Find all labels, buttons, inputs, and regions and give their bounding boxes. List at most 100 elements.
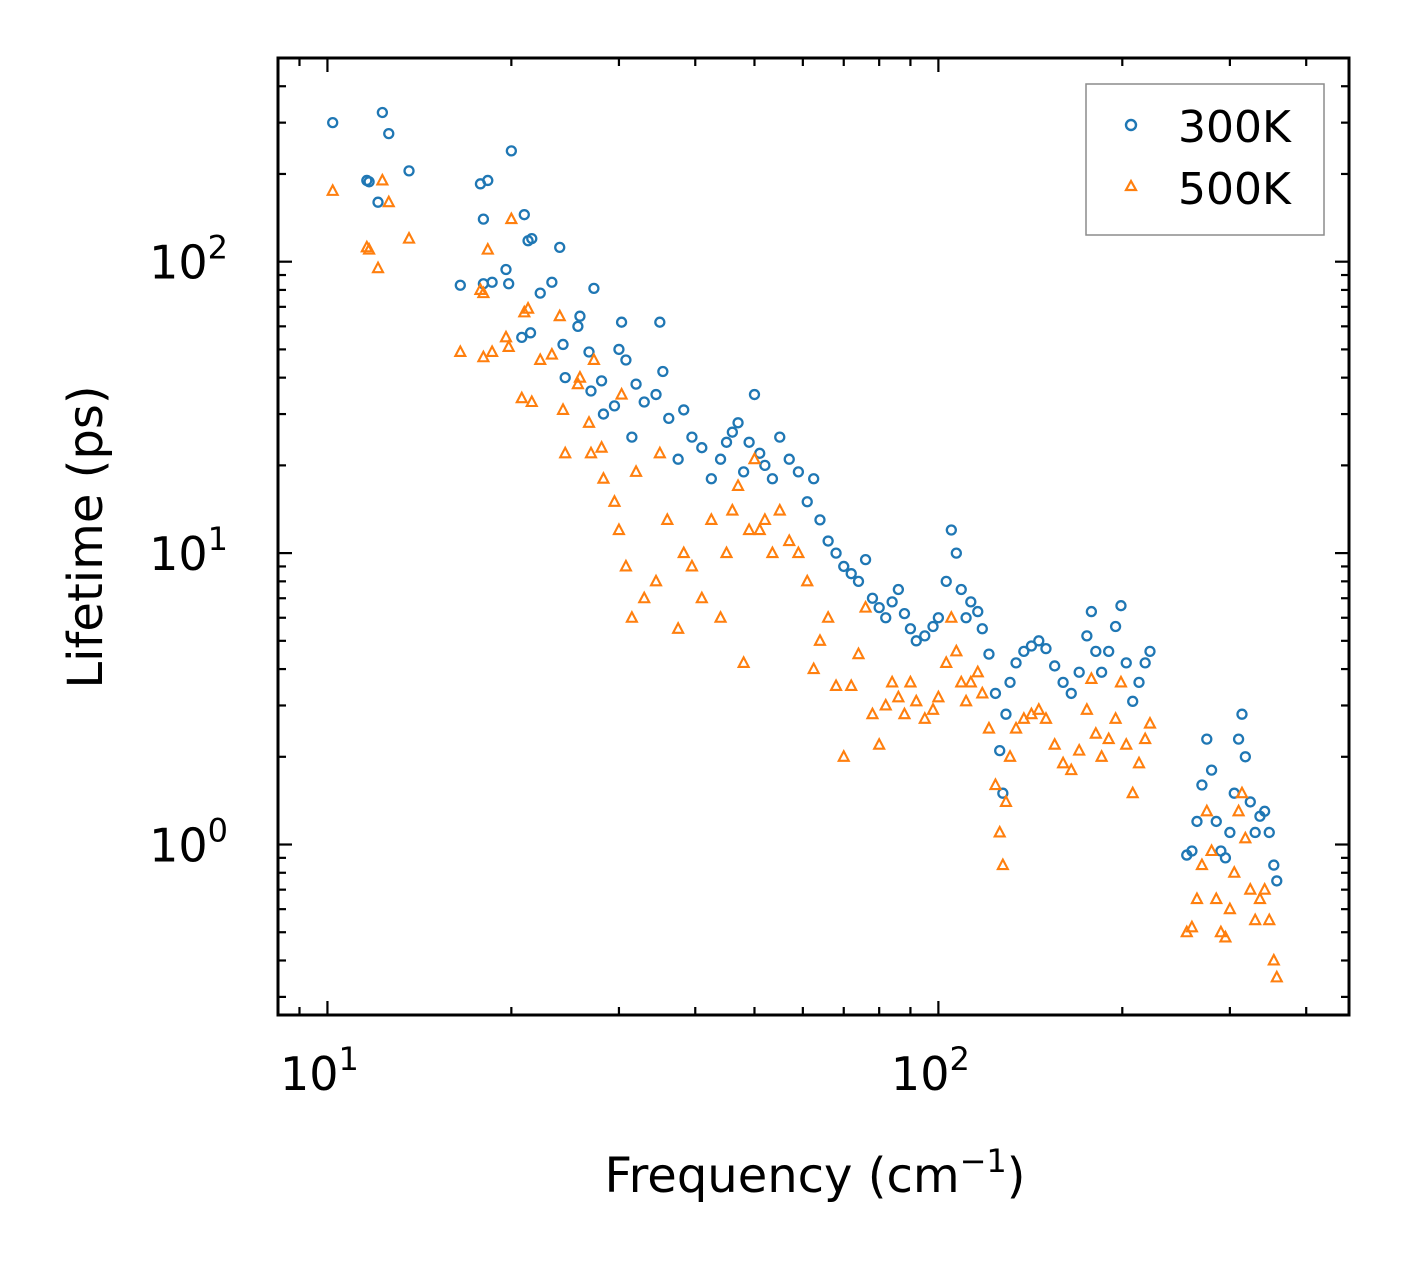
legend: 300K 500K — [1085, 83, 1325, 236]
marker-500k — [525, 394, 539, 408]
marker-300k — [482, 174, 494, 187]
marker-300k — [557, 338, 569, 351]
marker-300k — [477, 213, 490, 225]
marker-500k — [1125, 785, 1140, 799]
marker-300k — [766, 473, 779, 485]
marker-500k — [571, 376, 585, 390]
marker-300k — [945, 524, 957, 536]
marker-500k — [975, 685, 990, 699]
marker-500k — [964, 674, 978, 688]
marker-500k — [504, 211, 519, 225]
marker-500k — [619, 558, 633, 572]
marker-500k — [1056, 755, 1070, 769]
marker-300k — [1201, 733, 1213, 745]
marker-500k — [1190, 891, 1204, 905]
marker-300k — [585, 385, 597, 397]
marker-300k — [1258, 805, 1271, 817]
marker-500k — [909, 693, 924, 707]
marker-500k — [747, 451, 762, 465]
marker-300k — [965, 596, 977, 608]
marker-300k — [1133, 676, 1145, 689]
marker-500k — [629, 464, 643, 477]
marker-300k — [1144, 645, 1156, 658]
marker-300k — [880, 612, 892, 624]
marker-500k — [1119, 736, 1133, 750]
legend-label-300k: 300K — [1178, 102, 1292, 153]
marker-300k — [705, 473, 718, 485]
marker-500k — [607, 494, 622, 507]
marker-500k — [677, 545, 691, 559]
marker-300k — [1004, 676, 1016, 689]
y-tick-label: 101 — [149, 520, 228, 581]
marker-500k — [625, 609, 639, 623]
marker-500k — [476, 285, 491, 299]
marker-300k — [1271, 875, 1283, 887]
marker-300k — [955, 583, 967, 596]
marker-300k — [638, 396, 650, 408]
marker-300k — [654, 316, 666, 328]
marker-500k — [1047, 736, 1062, 750]
marker-300k — [1210, 815, 1222, 828]
marker-300k — [866, 592, 879, 604]
marker-500k — [1101, 731, 1116, 745]
marker-500k — [637, 590, 651, 604]
legend-box — [1085, 83, 1325, 236]
marker-300k — [650, 388, 662, 401]
marker-500k — [1218, 929, 1233, 943]
marker-500k — [713, 609, 728, 623]
marker-500k — [1089, 725, 1103, 739]
marker-500k — [573, 369, 587, 383]
marker-300k — [1232, 733, 1245, 745]
marker-300k — [1219, 852, 1232, 864]
marker-300k — [608, 400, 621, 412]
marker-300k — [376, 106, 389, 119]
plot-frame — [276, 56, 1351, 1017]
marker-300k — [403, 165, 415, 177]
marker-300k — [808, 473, 820, 485]
marker-300k — [726, 426, 738, 438]
marker-500k — [903, 674, 918, 688]
marker-300k — [678, 404, 690, 416]
marker-500k — [1032, 702, 1046, 715]
marker-500k — [1064, 762, 1078, 776]
marker-300k — [363, 176, 375, 188]
marker-300k — [1057, 676, 1069, 689]
marker-500k — [521, 300, 535, 314]
marker-300k — [1033, 635, 1045, 647]
y-tick-label: 100 — [149, 812, 228, 873]
marker-300k — [873, 601, 885, 614]
marker-500k — [1200, 803, 1214, 817]
marker-300k — [1090, 645, 1102, 658]
marker-300k — [1085, 605, 1098, 618]
marker-500k — [806, 661, 821, 675]
marker-300k — [672, 453, 684, 465]
marker-500k — [1257, 881, 1272, 895]
marker-500k — [481, 241, 495, 255]
marker-500k — [982, 720, 996, 734]
marker-300k — [1025, 640, 1038, 652]
marker-300k — [932, 612, 945, 624]
marker-500k — [897, 706, 912, 720]
marker-300k — [383, 128, 395, 140]
marker-300k — [1268, 859, 1280, 871]
marker-300k — [486, 276, 498, 288]
marker-300k — [845, 568, 857, 580]
marker-300k — [1103, 645, 1115, 658]
marker-300k — [1139, 657, 1151, 669]
marker-300k — [454, 279, 466, 291]
marker-300k — [927, 620, 939, 633]
marker-500k — [558, 445, 572, 459]
marker-300k — [886, 596, 898, 608]
marker-500k — [1262, 912, 1276, 926]
marker-300k — [983, 648, 995, 660]
marker-500k — [971, 664, 985, 678]
marker-500k — [1108, 711, 1123, 724]
marker-300k — [1186, 845, 1198, 857]
marker-500k — [556, 402, 570, 415]
marker-300k — [714, 453, 727, 465]
marker-300k — [1191, 815, 1203, 828]
marker-500k — [858, 599, 873, 613]
marker-300k — [852, 575, 865, 587]
marker-500k — [872, 736, 886, 750]
